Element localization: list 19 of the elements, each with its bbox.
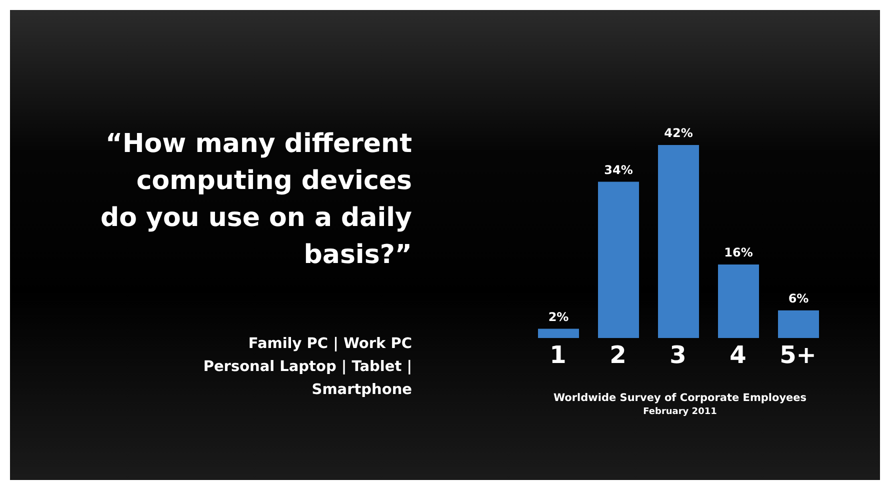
x-tick-label: 2: [610, 341, 626, 370]
bar: [598, 182, 639, 338]
data-label: 16%: [724, 245, 753, 260]
bar: [538, 328, 579, 338]
x-tick-label: 4: [730, 341, 746, 370]
x-tick-label: 3: [670, 341, 686, 370]
x-tick-label: 1: [550, 341, 566, 370]
bar: [718, 264, 759, 338]
data-label: 34%: [604, 162, 633, 177]
data-label: 2%: [548, 310, 569, 324]
bar: [658, 145, 699, 338]
data-label: 42%: [664, 126, 693, 140]
bar: [778, 310, 819, 338]
text: Worldwide Survey of Corporate Employees: [552, 392, 808, 404]
text: “How many different computing devices do you use on a daily basis?”: [100, 128, 412, 272]
x-tick-label: 5+: [780, 341, 816, 370]
data-label: 6%: [788, 291, 809, 306]
text: February 2011: [642, 407, 718, 417]
text: Family PC | Work PC Personal Laptop | Tablet | Smartphone: [202, 335, 412, 400]
